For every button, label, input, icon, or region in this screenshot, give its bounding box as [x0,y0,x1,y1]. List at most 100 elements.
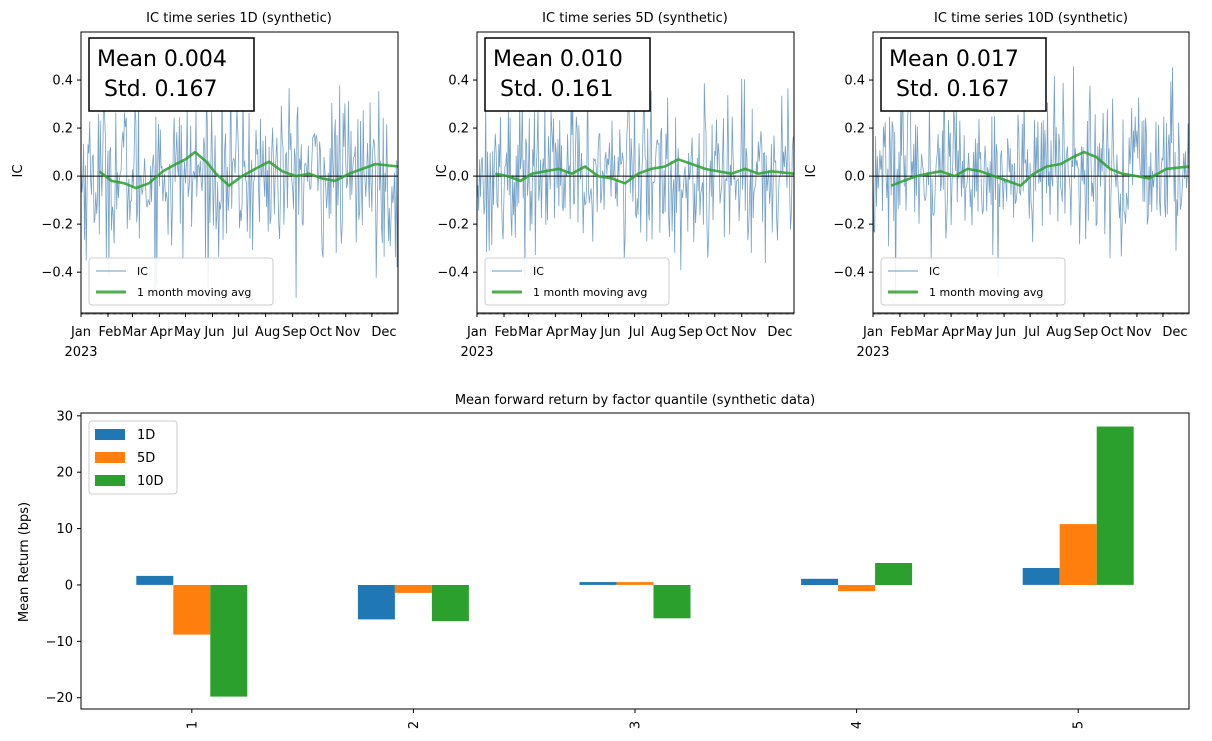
category-label: 1 [185,721,200,729]
bar-5d-q1 [173,585,211,635]
x-tick-label: Aug [651,325,676,340]
y-tick-label: 0.4 [448,74,469,89]
x-tick-label: Jul [232,325,249,340]
x-tick-label: Jan [466,325,487,340]
ic-chart-5d: IC time series 5D (synthetic) IC −0.4−0.… [435,11,795,360]
ic-stats-frame [484,37,651,112]
ic-legend-frame [88,257,274,306]
bar-legend-swatch-1d [95,429,125,440]
bar-1d-q3 [579,582,617,585]
x-tick-label: Mar [122,325,147,340]
ic-stats-box: Mean 0.004 Std. 0.167 [88,37,255,112]
bar-1d-q5 [1022,568,1060,585]
ic-y-axis-label: IC [435,165,450,178]
x-tick-label: Jan [70,325,91,340]
x-tick-label: Feb [98,325,121,340]
moving-avg-line [98,150,399,190]
y-tick-label: −0.4 [833,266,865,281]
bar-legend-swatch-5d [95,452,125,463]
ic-stats-mean: Mean 0.004 [97,47,227,72]
ic-legend-label-ic: IC [929,265,940,278]
bar-plot-frame [80,412,1190,710]
bar-5d-q2 [394,585,432,593]
bar-5d-q5 [1059,524,1097,585]
x-tick-label: Dec [1162,325,1187,340]
ic-legend-frame [880,257,1066,306]
x-tick-label: May [570,325,597,340]
ic-stats-frame [880,37,1047,112]
moving-avg-line [495,158,795,185]
y-tick-label: 0.2 [844,122,865,137]
x-tick-label: Nov [731,325,757,340]
ic-legend-label-avg: 1 month moving avg [533,286,647,299]
x-tick-label: Feb [494,325,517,340]
y-tick-label: −0.2 [41,218,73,233]
x-tick-label: Oct [310,325,332,340]
x-tick-label: Aug [255,325,280,340]
bar-legend-label-5d: 5D [137,451,155,466]
y-tick-label: 0.0 [52,170,73,185]
ic-legend: IC 1 month moving avg [88,257,274,306]
ic-legend-label-avg: 1 month moving avg [137,286,251,299]
x-tick-label: Oct [1101,325,1123,340]
y-tick-label: −10 [46,635,73,650]
x-tick-label: May [966,325,993,340]
ic-legend-frame [484,257,670,306]
ic-plot-area: −0.4 −0.2 0.0 0.2 0.4 Jan Feb Mar Apr May Jun Jul Au… [437,31,795,340]
x-tick-label: Feb [890,325,913,340]
bar-y-axis-label: Mean Return (bps) [17,502,32,622]
ic-chart-1d: IC time series 1D (synthetic) IC −0.4−0.… [11,11,399,360]
y-tick-label: 0.0 [448,170,469,185]
bar-5d-q4 [838,585,876,592]
ic-daily-line [872,43,1190,298]
bar-1d-q2 [357,585,395,620]
quantile-bar-chart: Mean forward return by factor quantile (… [17,393,1190,729]
ic-stats-std: Std. 0.161 [500,77,614,102]
ic-year-label: 2023 [856,345,889,360]
x-tick-label: Mar [518,325,543,340]
bar-10d-q3 [653,585,691,619]
ic-legend: IC 1 month moving avg [880,257,1066,306]
x-tick-label: Jul [1023,325,1040,340]
y-tick-label: −0.2 [437,218,469,233]
bar-10d-q2 [431,585,469,622]
y-tick-label: 0.4 [52,74,73,89]
bar-10d-q4 [875,563,913,585]
x-tick-label: Aug [1046,325,1071,340]
x-tick-label: Dec [371,325,396,340]
ic-legend: IC 1 month moving avg [484,257,670,306]
y-tick-label: 0.4 [844,74,865,89]
y-tick-label: 20 [56,466,73,481]
category-label: 2 [407,721,422,729]
x-tick-label: Jun [599,325,620,340]
y-tick-label: −0.2 [833,218,865,233]
ic-plot-area: −0.4 −0.2 0.0 0.2 0.4 Jan Feb Mar Apr May Jun Jul Au… [41,31,399,340]
ic-y-axis-label: IC [804,165,819,178]
bar-10d-q1 [210,585,248,697]
x-tick-label: Nov [335,325,361,340]
ic-legend-label-ic: IC [137,265,148,278]
y-tick-label: 0.2 [448,122,469,137]
y-tick-label: 0.0 [844,170,865,185]
ic-stats-box: Mean 0.010 Std. 0.161 [484,37,651,112]
ic-plot-area: −0.4 −0.2 0.0 0.2 0.4 Jan Feb Mar Apr May Jun Jul Au… [833,31,1190,340]
x-tick-label: Apr [546,325,569,340]
moving-avg-line [890,150,1190,187]
x-tick-label: Apr [150,325,173,340]
category-label: 5 [1072,721,1087,729]
bar-legend-swatch-10d [95,475,125,486]
x-tick-label: Sep [678,325,703,340]
y-tick-label: −0.4 [41,266,73,281]
bar-legend: 1D 5D 10D [88,420,178,495]
x-tick-label: May [174,325,201,340]
x-tick-label: Jun [995,325,1016,340]
x-tick-label: Jun [203,325,224,340]
x-tick-label: Sep [282,325,307,340]
ic-stats-box: Mean 0.017 Std. 0.167 [880,37,1047,112]
ic-stats-std: Std. 0.167 [896,77,1010,102]
x-tick-label: Mar [914,325,939,340]
ic-daily-line [476,71,795,277]
category-label: 4 [850,721,865,729]
y-tick-label: −20 [46,691,73,706]
